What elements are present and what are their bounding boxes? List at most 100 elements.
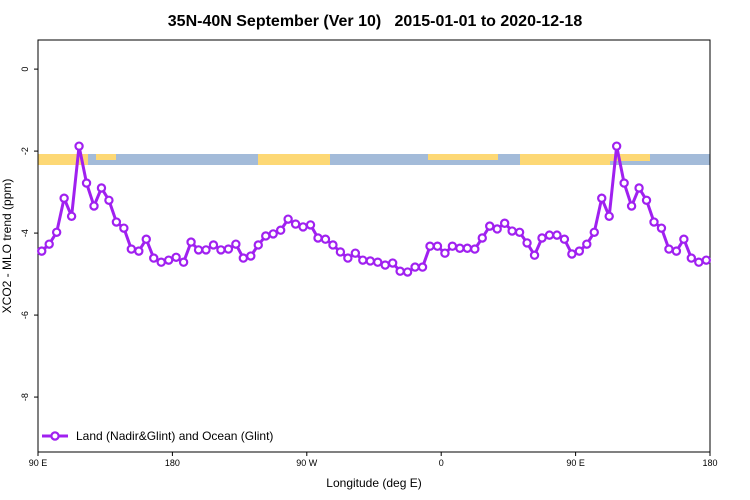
data-point xyxy=(74,141,84,151)
data-point xyxy=(246,251,256,261)
data-point xyxy=(290,219,301,229)
data-point xyxy=(455,243,465,253)
data-point xyxy=(163,255,174,265)
surface-strip xyxy=(38,154,710,165)
data-point xyxy=(201,245,211,255)
data-point xyxy=(425,241,435,251)
data-point xyxy=(178,257,189,267)
y-tick-label: -8 xyxy=(20,393,30,401)
data-point xyxy=(134,246,144,256)
data-point xyxy=(186,237,196,247)
data-point xyxy=(104,195,114,205)
data-point xyxy=(275,225,286,235)
data-point xyxy=(544,230,555,240)
data-point xyxy=(701,255,711,265)
data-point xyxy=(679,234,689,244)
data-point xyxy=(111,217,122,227)
data-point xyxy=(44,239,54,249)
data-point xyxy=(328,240,338,250)
y-tick-label: 0 xyxy=(20,67,30,72)
data-point xyxy=(492,224,502,234)
data-point xyxy=(604,211,614,221)
data-point xyxy=(238,253,249,263)
x-tick-label: 180 xyxy=(165,458,180,468)
data-point xyxy=(335,247,346,257)
data-point xyxy=(529,250,540,260)
land-strip xyxy=(258,154,330,165)
data-point xyxy=(81,178,92,188)
data-point xyxy=(119,223,129,233)
data-point xyxy=(485,221,495,231)
data-point xyxy=(313,233,323,243)
data-point xyxy=(552,230,562,240)
data-point xyxy=(208,240,219,250)
data-point xyxy=(634,183,644,193)
land-strip xyxy=(96,154,116,160)
data-point xyxy=(96,183,107,193)
data-point xyxy=(268,229,278,239)
data-point xyxy=(223,244,234,254)
data-point xyxy=(611,141,622,151)
data-point xyxy=(522,238,532,248)
data-point xyxy=(231,239,241,249)
data-point xyxy=(402,267,413,277)
land-strip xyxy=(428,154,498,160)
data-point xyxy=(298,222,308,232)
data-point xyxy=(656,223,667,233)
data-point xyxy=(440,248,450,258)
data-point xyxy=(664,244,674,254)
land-strip xyxy=(610,154,650,161)
data-point xyxy=(59,193,69,203)
legend-marker xyxy=(50,431,60,441)
data-point xyxy=(141,234,151,244)
data-point xyxy=(447,241,458,251)
data-point xyxy=(253,240,263,250)
data-point xyxy=(66,211,77,221)
data-point xyxy=(462,243,473,253)
data-point xyxy=(89,201,99,211)
x-tick-label: 90 E xyxy=(29,458,48,468)
data-point xyxy=(37,246,47,256)
data-point xyxy=(477,233,487,243)
data-point xyxy=(149,253,159,263)
data-point xyxy=(380,260,390,270)
data-point xyxy=(126,244,137,254)
data-point xyxy=(499,218,510,228)
data-point xyxy=(417,262,428,272)
legend-label: Land (Nadir&Glint) and Ocean (Glint) xyxy=(76,429,273,443)
data-point xyxy=(649,217,659,227)
data-point xyxy=(671,246,682,256)
x-axis-label: Longitude (deg E) xyxy=(326,476,421,490)
data-point xyxy=(686,253,697,263)
y-tick-label: -4 xyxy=(20,229,30,237)
plot-frame xyxy=(37,39,711,453)
ocean-strip xyxy=(38,154,710,165)
x-tick-label: 90 W xyxy=(296,458,318,468)
data-point xyxy=(514,227,525,237)
data-point xyxy=(641,195,652,205)
data-point xyxy=(350,248,361,258)
data-point xyxy=(574,246,585,256)
x-tick-label: 0 xyxy=(439,458,444,468)
land-strip xyxy=(520,154,610,165)
y-axis-label: XCO2 - MLO trend (ppm) xyxy=(0,179,14,314)
x-tick-label: 90 E xyxy=(566,458,585,468)
data-point xyxy=(567,249,577,259)
data-point xyxy=(365,256,375,266)
land-strip xyxy=(38,154,88,165)
data-point xyxy=(559,234,570,244)
x-tick-label: 180 xyxy=(702,458,717,468)
data-point xyxy=(694,257,704,267)
data-point xyxy=(395,266,405,276)
data-point xyxy=(589,227,599,237)
y-tick-label: -2 xyxy=(20,147,30,155)
chart-title: 35N-40N September (Ver 10) 2015-01-01 to… xyxy=(168,13,583,30)
data-point xyxy=(507,226,517,236)
data-point xyxy=(216,245,226,255)
data-point xyxy=(410,262,420,272)
data-point xyxy=(283,214,293,224)
data-point xyxy=(156,257,166,267)
data-point xyxy=(626,201,637,211)
data-point xyxy=(619,178,629,188)
